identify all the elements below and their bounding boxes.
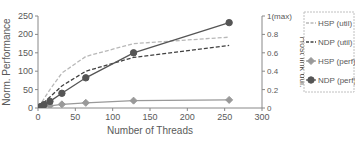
y-tick-label: 100 [18,66,33,76]
x-tick-label: 0 [35,112,40,122]
y-tick-label: 200 [18,29,33,39]
y2-tick [262,34,265,35]
y2-tick-label: 0.8 [267,30,279,39]
legend-label: NDP (perf) [318,76,355,85]
marker-diamond [130,97,137,104]
marker-circle [308,77,314,83]
plot-area [38,19,233,108]
legend-label: HSP (perf) [318,57,355,66]
x-tick-label: 250 [217,112,232,122]
marker-circle [226,19,232,25]
marker-diamond [58,101,65,108]
x-tick-label: 50 [70,112,80,122]
x-tick [75,108,76,111]
y2-tick [262,89,265,90]
marker-diamond [226,96,233,103]
marker-circle [47,98,53,104]
marker-circle [83,75,89,81]
marker-diamond [82,99,89,106]
legend-label: HSP (util) [318,19,352,28]
x-tick [112,108,113,111]
y-tick [35,71,38,72]
y-tick [35,16,38,17]
chart: 05010015020025030005010015020025000.20.4… [0,0,355,141]
x-tick-label: 100 [105,112,120,122]
y-tick-label: 250 [18,11,33,21]
y2-tick-label: 0.6 [267,49,279,58]
x-tick-label: 200 [180,112,195,122]
legend-swatch [306,41,316,42]
y-axis-label: Norm. Performance [1,18,12,106]
y2-tick-label: 0.4 [267,67,279,76]
y2-tick [262,108,265,109]
y-tick-label: 150 [18,48,33,58]
y-tick [35,52,38,53]
x-tick [150,108,151,111]
y-tick [35,108,38,109]
x-tick-label: 300 [254,112,269,122]
marker-circle [59,90,65,96]
marker-circle [41,101,47,107]
y2-tick-label: 1(max) [267,12,292,21]
y2-tick-label: 0.2 [267,86,279,95]
y-tick-label: 0 [28,103,33,113]
x-tick [224,108,225,111]
x-tick-label: 150 [142,112,157,122]
series-line [39,45,229,107]
series-line [39,23,229,108]
y-tick [35,89,38,90]
series-line [39,37,229,107]
y-tick [35,34,38,35]
y2-tick [262,71,265,72]
marker-diamond [308,58,315,65]
y2-axis-line [262,16,263,108]
x-axis-label: Number of Threads [107,125,193,136]
legend-label: NDP (util) [318,38,353,47]
legend-swatch [306,22,316,23]
y-axis-line [38,16,39,108]
marker-circle [130,50,136,56]
y2-tick-label: 0 [267,104,272,113]
x-tick [187,108,188,111]
y2-tick [262,52,265,53]
y-tick-label: 50 [23,85,33,95]
y2-tick [262,16,265,17]
